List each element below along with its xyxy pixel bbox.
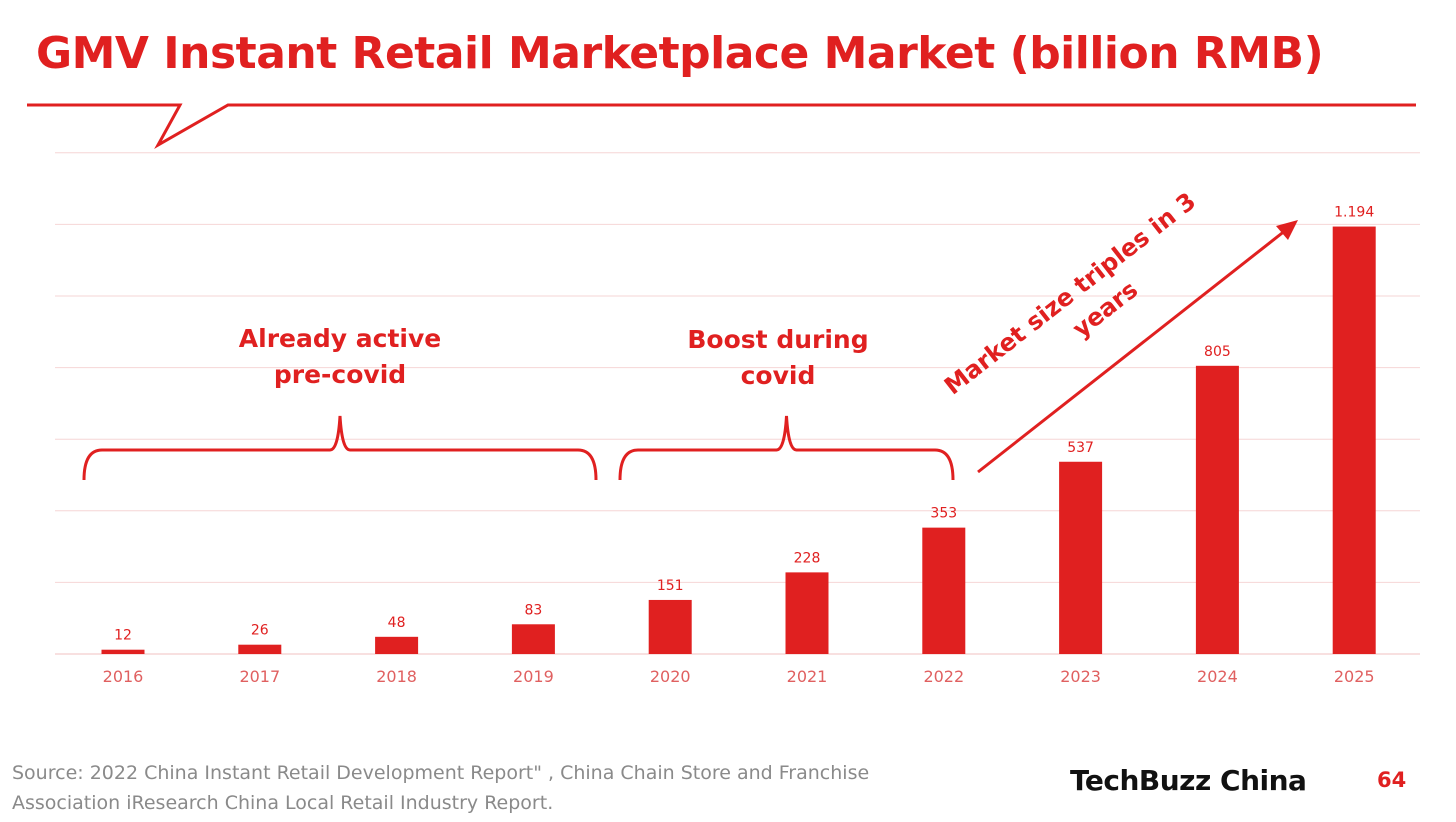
page-number: 64 [1377, 768, 1407, 792]
x-tick-label: 2023 [1060, 667, 1101, 686]
annotation-covid: Boost during covid [687, 325, 868, 390]
x-tick-label: 2016 [103, 667, 144, 686]
bar [238, 644, 282, 654]
growth-arrow-line [977, 228, 1287, 474]
x-axis-labels: 2016 2017 2018 2019 2020 2021 2022 2023 2024 2025 [103, 667, 1375, 686]
data-label: 537 [1067, 440, 1094, 456]
gridlines [55, 152, 1420, 655]
bars [101, 226, 1376, 654]
brace-covid [618, 415, 955, 481]
bar [375, 636, 419, 654]
value-labels: 12 26 48 83 151 228 353 537 805 1.194 [114, 205, 1374, 644]
annotations: Already active pre-covid Boost during covid… [82, 187, 1298, 481]
x-tick-label: 2022 [923, 667, 964, 686]
data-label: 353 [930, 506, 957, 522]
x-tick-label: 2024 [1197, 667, 1238, 686]
page-title: GMV Instant Retail Marketplace Market (b… [36, 28, 1324, 79]
source-note: Source: 2022 China Instant Retail Develo… [12, 758, 869, 818]
data-label: 805 [1204, 344, 1231, 360]
data-label: 83 [524, 602, 542, 618]
source-line-1: Source: 2022 China Instant Retail Develo… [12, 762, 870, 784]
data-label: 151 [657, 578, 684, 594]
x-tick-label: 2017 [239, 667, 280, 686]
data-label: 228 [794, 550, 821, 566]
x-tick-label: 2019 [513, 667, 554, 686]
data-label: 1.194 [1334, 205, 1374, 221]
x-tick-label: 2025 [1334, 667, 1375, 686]
arrow-head-icon [1276, 220, 1298, 240]
data-label: 48 [388, 615, 406, 631]
bar [101, 649, 145, 654]
brace-pre-covid [82, 415, 598, 481]
bar [648, 599, 692, 654]
x-tick-label: 2020 [650, 667, 691, 686]
brand-logo: TechBuzz China [1070, 764, 1307, 797]
source-line-2: Association iResearch China Local Retail… [12, 792, 554, 814]
data-label: 12 [114, 628, 132, 644]
x-tick-label: 2021 [787, 667, 828, 686]
bar [1332, 226, 1376, 654]
x-tick-label: 2018 [376, 667, 417, 686]
title-underline [27, 103, 1416, 149]
bar [1059, 461, 1103, 654]
data-label: 26 [251, 623, 269, 639]
bar [1195, 365, 1239, 654]
bar [922, 527, 966, 654]
bar [785, 572, 829, 654]
bar [511, 624, 555, 654]
annotation-pre-covid: Already active pre-covid [239, 324, 441, 389]
